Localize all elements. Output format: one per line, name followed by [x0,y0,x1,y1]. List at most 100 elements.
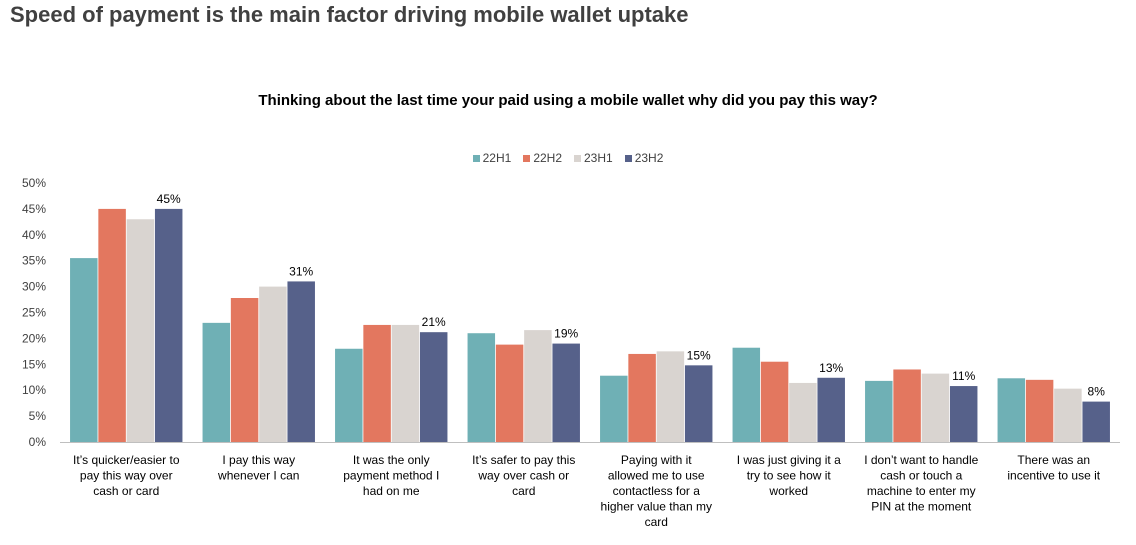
bar-22h1-0 [70,258,98,442]
x-category-label-line: whenever I can [217,469,299,483]
bar-22h1-2 [335,348,363,442]
bar-22h1-6 [865,380,893,442]
page-title: Speed of payment is the main factor driv… [10,2,689,27]
bar-22h1-4 [600,375,628,442]
x-category-label: I was just giving it a try to see how it w… [737,453,841,498]
bar-22h2-3 [495,344,524,442]
legend-label-23h2: 23H2 [634,151,664,165]
x-category-label-line: way over cash or [477,469,569,483]
chart-title: Thinking about the last time your paid u… [258,92,878,109]
bar-22h1-7 [997,378,1026,442]
legend-label-23h1: 23H1 [584,151,613,165]
bar-22h2-4 [628,353,656,442]
bar-23h1-4 [656,351,685,442]
data-label: 8% [1088,385,1106,399]
bar-22h2-0 [98,208,126,442]
x-category-label: Paying with it allowed me to use contactle… [601,453,712,529]
x-category-label-line: incentive to use it [1007,469,1100,483]
y-tick-label: 10% [22,383,46,397]
data-label: 13% [819,361,843,375]
legend-item-23h2: 23H2 [624,151,664,165]
x-category-label: It’s safer to pay this way over cash or ca… [472,453,575,498]
bar-23h1-5 [789,382,817,442]
y-tick-label: 50% [22,176,46,190]
data-label: 19% [554,327,578,341]
bar-23h2-4 [684,365,713,442]
x-category-label: I pay this way whenever I can [217,453,299,483]
y-tick-label: 20% [22,331,46,345]
x-category-label-line: payment method I [343,469,439,483]
x-category-label-line: machine to enter my [867,484,976,498]
bar-23h2-5 [817,377,845,442]
bar-23h2-1 [287,281,315,442]
x-category-label-line: It was the only [353,453,430,467]
x-category-label: I don’t want to handle cash or touch a mac… [864,453,978,514]
x-category-label-line: worked [768,484,808,498]
chart-legend: 22H1 22H2 23H1 23H2 [0,151,1136,165]
x-category-label-line: I was just giving it a [737,453,841,467]
bar-23h1-0 [126,219,155,442]
bar-22h2-1 [230,298,259,442]
x-category-label-line: Paying with it [621,453,692,467]
y-tick-label: 15% [22,357,46,371]
bar-22h1-1 [202,322,231,442]
x-category-label-line: card [645,515,668,529]
y-tick-label: 40% [22,228,46,242]
data-label: 21% [422,315,446,329]
x-category-label-line: It’s safer to pay this [472,453,575,467]
bar-22h2-2 [363,324,391,442]
legend-swatch-22h2 [523,154,531,162]
x-category-label-line: card [512,484,535,498]
data-label: 11% [952,369,975,383]
legend-swatch-23h2 [624,154,632,162]
x-category-label-line: contactless for a [613,484,701,498]
y-tick-label: 5% [29,409,47,423]
x-category-label-line: try to see how it [747,469,832,483]
y-tick-label: 45% [22,202,46,216]
legend-item-22h2: 22H2 [523,151,562,165]
bar-23h2-7 [1082,401,1110,442]
x-category-label-line: had on me [363,484,420,498]
bar-23h2-3 [552,343,580,442]
x-category-label-line: pay this way over [80,469,173,483]
legend-label-22h2: 22H2 [533,151,562,165]
legend-swatch-23h1 [574,154,581,162]
x-category-label-line: There was an [1017,453,1090,467]
x-category-label-line: cash or touch a [880,469,962,483]
y-tick-label: 0% [29,435,47,449]
bar-22h1-3 [467,333,496,442]
x-category-label-line: I don’t want to handle [864,453,978,467]
x-category-label: It’s quicker/easier to pay this way over c… [73,453,180,498]
bar-23h1-3 [524,330,552,442]
x-category-label-line: higher value than my [601,500,712,514]
legend-swatch-22h1 [472,154,480,162]
x-category-label-line: I pay this way [222,453,295,467]
bar-23h2-2 [419,332,448,442]
bar-22h2-6 [893,369,921,442]
bar-23h1-1 [259,286,287,442]
bar-23h1-6 [921,373,950,442]
bar-22h2-7 [1025,379,1054,442]
bar-23h1-2 [391,324,420,442]
y-tick-label: 35% [22,254,46,268]
bar-23h2-6 [949,386,978,442]
y-tick-label: 25% [22,306,46,320]
data-label: 31% [289,264,313,278]
x-category-label-line: It’s quicker/easier to [73,453,180,467]
y-tick-label: 30% [22,280,46,294]
bar-23h2-0 [154,208,183,442]
bar-22h1-5 [732,347,761,442]
data-label: 45% [157,192,181,206]
bar-23h1-7 [1054,388,1082,442]
legend-label-22h1: 22H1 [482,151,512,165]
x-category-label: There was an incentive to use it [1007,453,1100,483]
x-category-label-line: allowed me to use [608,469,705,483]
bar-22h2-5 [760,361,789,442]
x-category-label-line: PIN at the moment [871,500,972,514]
x-category-label-line: cash or card [93,484,159,498]
legend-item-23h1: 23H1 [574,151,613,165]
legend-item-22h1: 22H1 [472,151,512,165]
data-label: 15% [687,348,711,362]
